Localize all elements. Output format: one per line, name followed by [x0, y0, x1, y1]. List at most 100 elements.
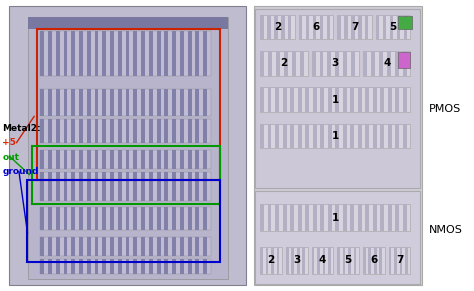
Bar: [306, 15, 309, 39]
Bar: [358, 15, 362, 39]
Bar: [395, 51, 399, 76]
Bar: [87, 31, 91, 76]
Bar: [40, 207, 44, 230]
Bar: [203, 89, 207, 116]
Bar: [358, 124, 362, 148]
Bar: [260, 15, 264, 39]
Bar: [126, 150, 129, 169]
Bar: [87, 259, 91, 274]
Bar: [149, 207, 153, 230]
Bar: [87, 207, 91, 230]
Bar: [133, 119, 137, 143]
Bar: [322, 247, 325, 274]
Bar: [320, 124, 324, 148]
Bar: [313, 87, 317, 112]
Bar: [133, 89, 137, 116]
Bar: [180, 89, 184, 116]
Bar: [203, 150, 207, 169]
Bar: [37, 29, 220, 180]
Bar: [336, 51, 339, 76]
Bar: [376, 15, 410, 39]
Bar: [286, 247, 308, 274]
Bar: [343, 51, 347, 76]
Bar: [351, 51, 355, 76]
Bar: [110, 31, 114, 76]
Bar: [281, 15, 284, 39]
Bar: [383, 15, 386, 39]
Bar: [133, 259, 137, 274]
Bar: [126, 31, 129, 76]
Bar: [87, 172, 91, 201]
Bar: [71, 119, 75, 143]
Bar: [365, 87, 369, 112]
Bar: [268, 87, 272, 112]
Bar: [363, 247, 385, 274]
Bar: [71, 31, 75, 76]
Bar: [298, 204, 301, 231]
Bar: [286, 247, 289, 274]
Bar: [48, 207, 52, 230]
Bar: [358, 87, 362, 112]
Text: 1: 1: [332, 212, 339, 223]
Text: 4: 4: [319, 255, 326, 265]
Bar: [400, 247, 402, 274]
Bar: [403, 124, 407, 148]
Bar: [156, 259, 161, 274]
Bar: [87, 150, 91, 169]
Bar: [327, 15, 330, 39]
Bar: [156, 119, 161, 143]
Bar: [288, 15, 292, 39]
Text: 1: 1: [332, 95, 339, 105]
Bar: [87, 119, 91, 143]
Bar: [95, 119, 99, 143]
Text: 4: 4: [383, 58, 391, 68]
Bar: [180, 31, 184, 76]
Bar: [351, 15, 355, 39]
Bar: [188, 172, 191, 201]
Bar: [350, 124, 354, 148]
Bar: [95, 259, 99, 274]
Bar: [141, 150, 145, 169]
Bar: [348, 247, 351, 274]
Bar: [381, 204, 384, 231]
Bar: [133, 150, 137, 169]
Text: 5: 5: [345, 255, 352, 265]
Bar: [203, 31, 207, 76]
Bar: [381, 124, 384, 148]
Bar: [283, 87, 286, 112]
Bar: [126, 237, 129, 256]
Bar: [313, 15, 316, 39]
Bar: [79, 31, 83, 76]
Bar: [87, 237, 91, 256]
Bar: [141, 207, 145, 230]
Bar: [149, 119, 153, 143]
Bar: [313, 204, 317, 231]
Bar: [275, 124, 279, 148]
Bar: [376, 15, 379, 39]
Bar: [118, 259, 122, 274]
Text: +5: +5: [2, 138, 16, 147]
Bar: [56, 207, 60, 230]
Bar: [311, 51, 359, 76]
Bar: [9, 6, 246, 285]
Text: 2: 2: [281, 58, 288, 68]
Text: 6: 6: [370, 255, 377, 265]
Bar: [56, 259, 60, 274]
Bar: [102, 172, 106, 201]
Bar: [336, 204, 339, 231]
Bar: [126, 207, 129, 230]
Bar: [172, 31, 176, 76]
Bar: [343, 204, 346, 231]
Bar: [268, 51, 272, 76]
Bar: [365, 15, 368, 39]
Bar: [133, 237, 137, 256]
Bar: [188, 89, 191, 116]
Bar: [363, 51, 367, 76]
Bar: [180, 150, 184, 169]
Bar: [343, 124, 346, 148]
Bar: [260, 51, 308, 76]
Bar: [305, 87, 309, 112]
Bar: [343, 247, 346, 274]
Bar: [260, 247, 263, 274]
Bar: [328, 87, 332, 112]
